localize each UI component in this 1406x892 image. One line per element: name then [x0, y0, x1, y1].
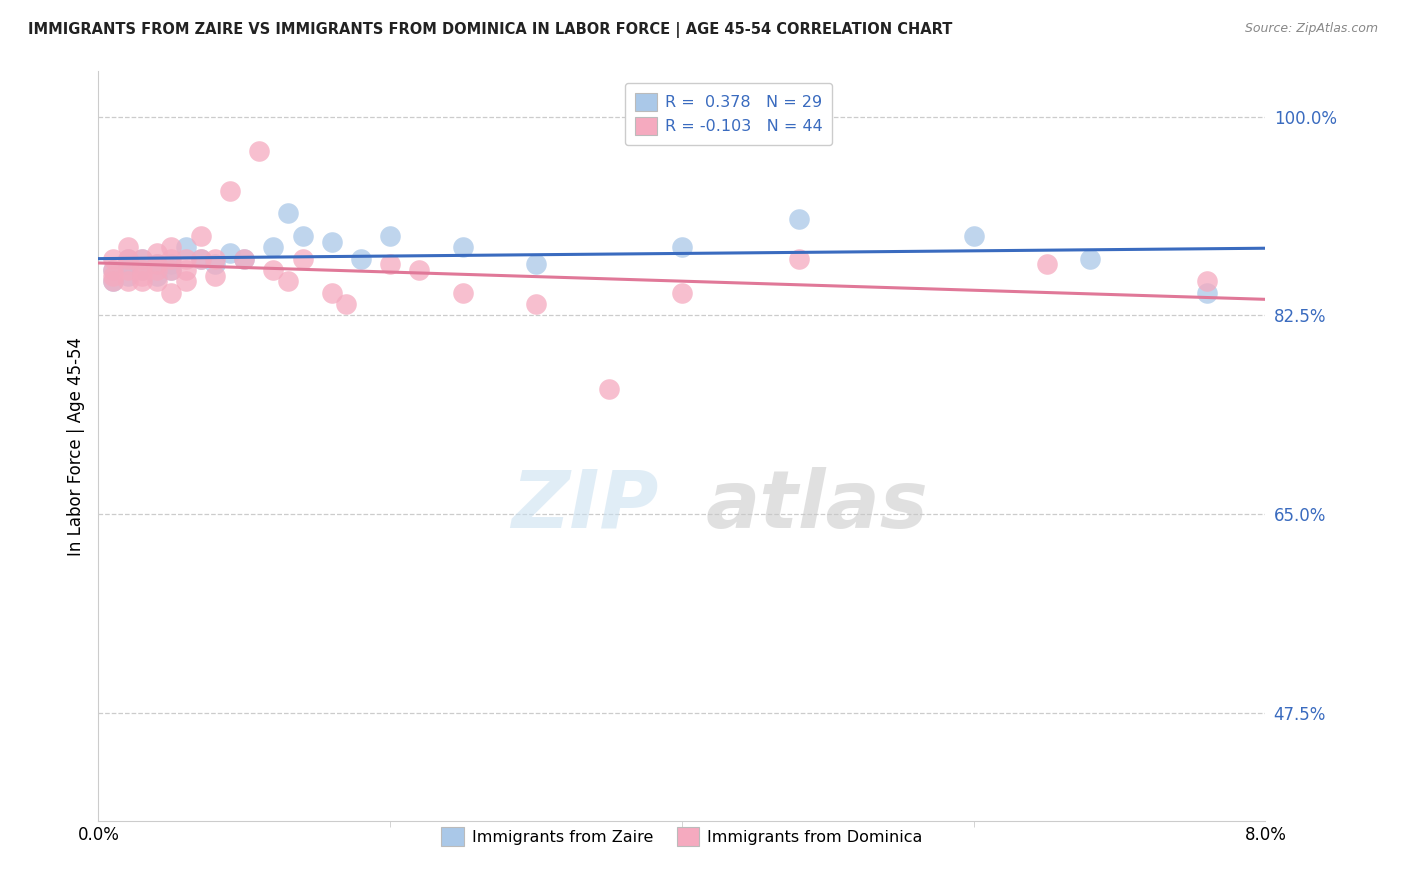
Point — [247, 144, 270, 158]
Point — [146, 246, 169, 260]
Point — [1035, 257, 1057, 271]
Point — [146, 263, 169, 277]
Point — [160, 252, 183, 266]
Point — [380, 229, 402, 244]
Text: Source: ZipAtlas.com: Source: ZipAtlas.com — [1244, 22, 1378, 36]
Point — [131, 268, 153, 283]
Point — [160, 263, 183, 277]
Point — [1080, 252, 1102, 266]
Text: IMMIGRANTS FROM ZAIRE VS IMMIGRANTS FROM DOMINICA IN LABOR FORCE | AGE 45-54 COR: IMMIGRANTS FROM ZAIRE VS IMMIGRANTS FROM… — [28, 22, 952, 38]
Point — [787, 211, 810, 226]
Point — [117, 274, 139, 288]
Point — [451, 240, 474, 254]
Point — [962, 229, 984, 244]
Point — [160, 257, 183, 271]
Point — [160, 240, 183, 254]
Point — [146, 257, 169, 271]
Point — [277, 274, 299, 288]
Point — [671, 240, 693, 254]
Point — [262, 240, 284, 254]
Point — [174, 240, 197, 254]
Point — [408, 263, 430, 277]
Point — [277, 206, 299, 220]
Point — [117, 268, 139, 283]
Point — [1197, 285, 1219, 300]
Point — [146, 274, 169, 288]
Legend: Immigrants from Zaire, Immigrants from Dominica: Immigrants from Zaire, Immigrants from D… — [433, 820, 931, 854]
Point — [131, 263, 153, 277]
Point — [350, 252, 373, 266]
Point — [204, 257, 226, 271]
Y-axis label: In Labor Force | Age 45-54: In Labor Force | Age 45-54 — [66, 336, 84, 556]
Point — [291, 229, 314, 244]
Point — [101, 252, 124, 266]
Text: atlas: atlas — [706, 467, 928, 545]
Point — [321, 285, 343, 300]
Point — [117, 263, 139, 277]
Point — [101, 268, 124, 283]
Point — [262, 263, 284, 277]
Point — [117, 252, 139, 266]
Point — [117, 240, 139, 254]
Point — [291, 252, 314, 266]
Point — [160, 285, 183, 300]
Point — [218, 246, 240, 260]
Point — [524, 257, 547, 271]
Point — [671, 285, 693, 300]
Point — [101, 274, 124, 288]
Point — [190, 252, 212, 266]
Point — [204, 268, 226, 283]
Point — [174, 263, 197, 277]
Point — [451, 285, 474, 300]
Point — [146, 268, 169, 283]
Point — [101, 263, 124, 277]
Point — [131, 252, 153, 266]
Point — [131, 252, 153, 266]
Point — [131, 263, 153, 277]
Point — [524, 297, 547, 311]
Point — [380, 257, 402, 271]
Point — [131, 274, 153, 288]
Point — [101, 263, 124, 277]
Point — [174, 274, 197, 288]
Point — [233, 252, 256, 266]
Point — [160, 263, 183, 277]
Point — [190, 252, 212, 266]
Point — [321, 235, 343, 249]
Point — [146, 257, 169, 271]
Point — [190, 229, 212, 244]
Point — [598, 382, 620, 396]
Point — [117, 257, 139, 271]
Point — [174, 252, 197, 266]
Point — [117, 252, 139, 266]
Text: ZIP: ZIP — [512, 467, 658, 545]
Point — [233, 252, 256, 266]
Point — [218, 184, 240, 198]
Point — [204, 252, 226, 266]
Point — [101, 274, 124, 288]
Point — [335, 297, 357, 311]
Point — [1197, 274, 1219, 288]
Point — [787, 252, 810, 266]
